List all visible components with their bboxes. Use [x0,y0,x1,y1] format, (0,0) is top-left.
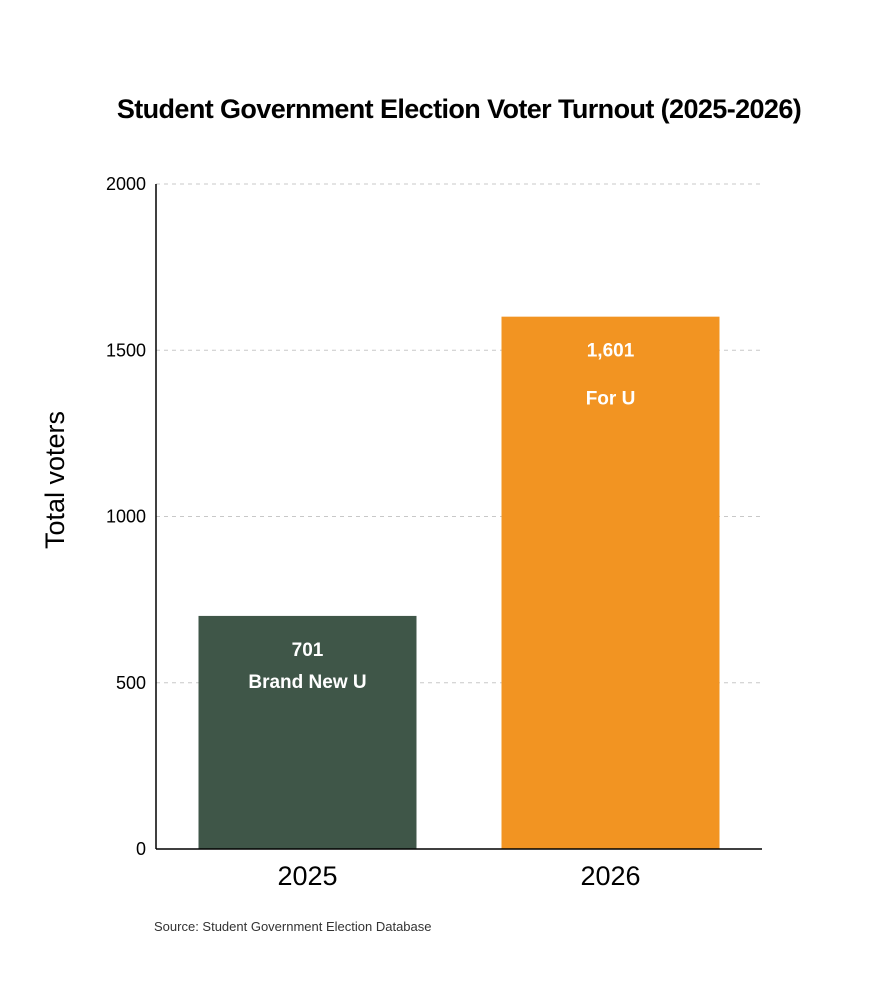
bar-value-label-2026: 1,601 [587,341,635,362]
source-note: Source: Student Government Election Data… [154,919,432,934]
y-tick-label-1500: 1500 [106,340,146,360]
y-tick-label-1000: 1000 [106,507,146,527]
x-tick-labels: 2025 2026 [277,861,640,891]
y-tick-label-2000: 2000 [106,174,146,194]
chart-title: Student Government Election Voter Turnou… [117,94,801,124]
y-tick-label-0: 0 [136,839,146,859]
y-axis-label: Total voters [40,411,70,549]
x-tick-label-2025: 2025 [277,861,337,891]
bar-labels: 701 Brand New U 1,601 For U [248,341,635,693]
bars [198,316,720,850]
bar-value-label-2025: 701 [292,640,324,661]
bar-name-label-2026: For U [586,389,636,410]
y-tick-label-500: 500 [116,673,146,693]
bar-name-label-2025: Brand New U [248,672,366,693]
x-tick-label-2026: 2026 [580,861,640,891]
bar-2026 [501,316,720,850]
bar-2025 [198,615,417,849]
y-tick-labels: 0 500 1000 1500 2000 [106,174,146,859]
